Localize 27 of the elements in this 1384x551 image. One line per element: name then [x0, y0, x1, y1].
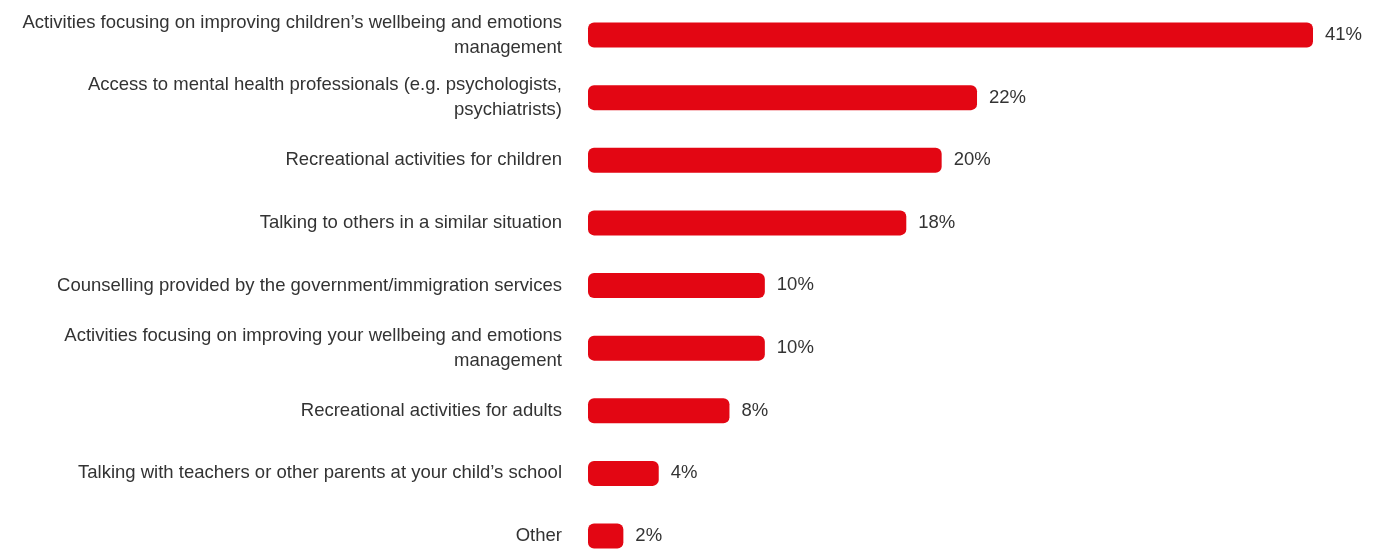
bar — [588, 210, 907, 236]
data-label: 22% — [989, 85, 1027, 107]
bar — [588, 85, 978, 111]
y-tick-label: Recreational activities for adults — [300, 398, 562, 420]
data-label: 8% — [741, 398, 769, 420]
bar — [588, 273, 765, 298]
y-tick-label: Talking to others in a similar situation — [259, 210, 562, 232]
y-tick-label: Recreational activities for children — [285, 148, 562, 170]
bar — [588, 335, 765, 361]
data-label: 10% — [776, 273, 814, 295]
y-tick-label: Access to mental health professionals (e.g. psychologists, psychiatrists) — [87, 73, 562, 120]
bar — [588, 22, 1313, 48]
y-tick-label: Activities focusing on improving children’s wellbeing and emotions management — [22, 10, 562, 57]
y-tick-label: Counselling provided by the government/immigration services — [57, 273, 562, 295]
bar — [588, 147, 942, 173]
y-tick-label: Talking with teachers or other parents at your child’s school — [78, 461, 562, 483]
data-label: 4% — [670, 461, 698, 483]
data-label: 2% — [635, 523, 663, 545]
y-tick-label: Other — [515, 523, 562, 545]
bar — [588, 398, 730, 424]
y-tick-label: Activities focusing on improving your wellbeing and emotions management — [64, 323, 562, 370]
bar — [588, 460, 659, 486]
data-label: 18% — [918, 210, 956, 232]
bar — [588, 523, 624, 549]
data-label: 20% — [953, 148, 991, 170]
data-label: 41% — [1325, 22, 1363, 44]
data-label: 10% — [776, 336, 814, 358]
